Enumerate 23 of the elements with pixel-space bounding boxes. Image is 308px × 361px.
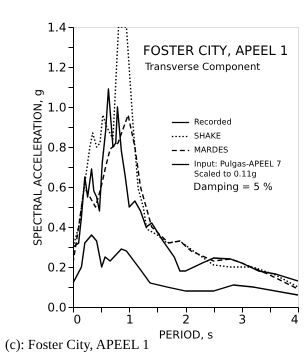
- x-tick-label: 3: [238, 312, 246, 326]
- legend-label: MARDES: [194, 146, 228, 154]
- x-tick-label: 0: [74, 312, 82, 326]
- legend-label: Input: Pulgas-APEEL 7 Scaled to 0.11g: [194, 160, 282, 178]
- y-tick-label: 0.8: [47, 140, 66, 154]
- y-tick-label: 0.0: [47, 300, 66, 314]
- text: FOSTER CITY, APEEL 1: [143, 44, 288, 59]
- legend-label: SHAKE: [194, 132, 221, 140]
- text: Transverse Component: [144, 62, 260, 73]
- x-axis-title: PERIOD, s: [158, 328, 214, 342]
- x-tick-label: 2: [182, 312, 190, 326]
- y-tick-label: 0.4: [47, 220, 66, 234]
- y-tick-label: 1.2: [47, 60, 66, 74]
- text: (c): Foster City, APEEL 1: [5, 338, 150, 353]
- y-tick-label: 1.4: [47, 20, 66, 34]
- annotation: Damping = 5 %: [193, 182, 273, 193]
- x-tick-label: 4: [290, 312, 298, 326]
- legend-label: Recorded: [194, 118, 232, 126]
- y-tick-label: 1.0: [47, 100, 66, 114]
- y-tick-label: 0.6: [47, 180, 66, 194]
- y-axis-title: SPECTRAL ACCELERATION, g: [31, 89, 44, 246]
- x-tick-label: 1: [126, 312, 134, 326]
- y-tick-label: 0.2: [47, 260, 66, 274]
